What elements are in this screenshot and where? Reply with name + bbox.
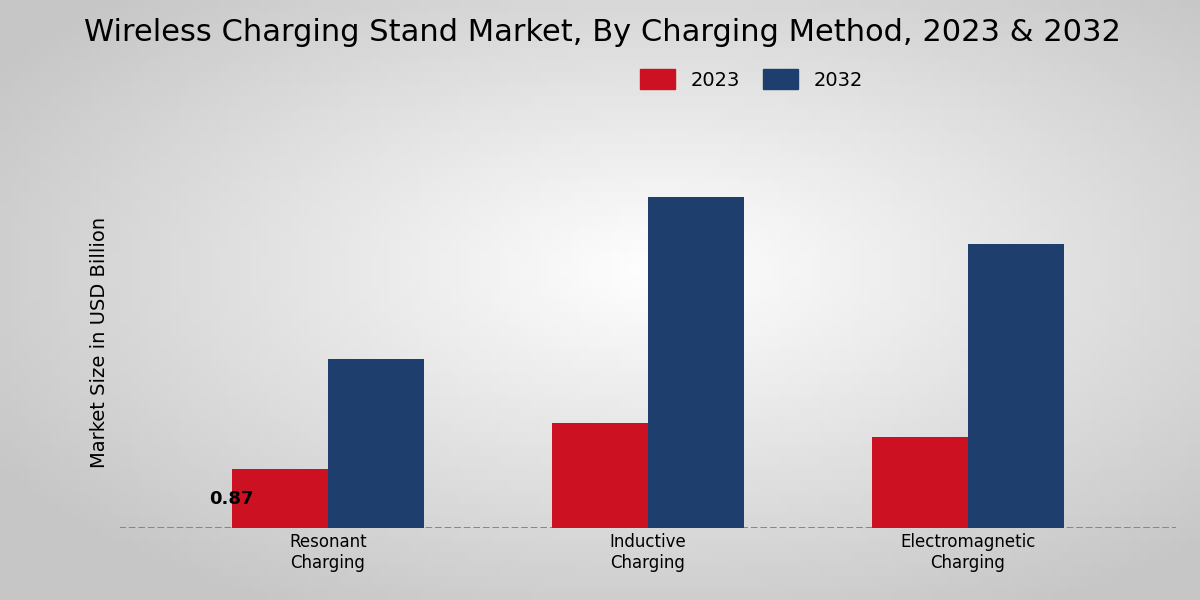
Bar (872, 437, 968, 528)
Bar (232, 469, 328, 528)
Bar (552, 423, 648, 528)
Bar (968, 244, 1064, 528)
Y-axis label: Market Size in USD Billion: Market Size in USD Billion (90, 217, 109, 467)
Legend: 2023, 2032: 2023, 2032 (632, 62, 870, 98)
Bar (328, 359, 424, 528)
Bar (648, 197, 744, 528)
Text: Wireless Charging Stand Market, By Charging Method, 2023 & 2032: Wireless Charging Stand Market, By Charg… (84, 18, 1121, 47)
Text: 0.87: 0.87 (210, 490, 254, 508)
